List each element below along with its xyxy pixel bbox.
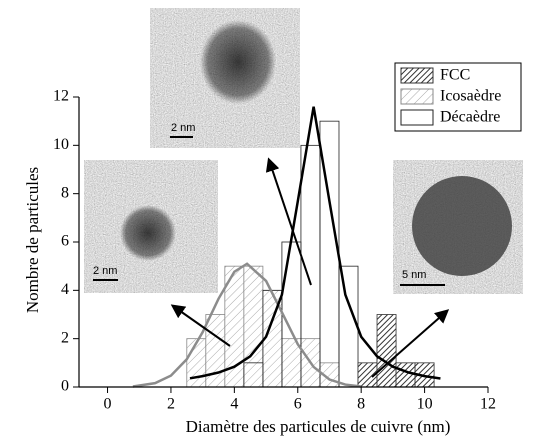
- x-tick-label: 0: [104, 396, 112, 413]
- x-tick-label: 2: [167, 396, 175, 413]
- bar: [338, 265, 359, 388]
- inset-left: 2 nm: [84, 160, 218, 293]
- arrow: [170, 304, 231, 347]
- inset-top: 2 nm: [150, 8, 300, 148]
- particle: [200, 20, 276, 104]
- legend-swatch: [400, 67, 434, 84]
- particle: [120, 205, 176, 261]
- y-tick-label: 6: [61, 233, 69, 250]
- legend: FCC Icosaèdre Décaèdre: [394, 62, 522, 132]
- x-tick-label: 4: [230, 396, 238, 413]
- arrow: [265, 157, 312, 286]
- legend-swatch: [400, 109, 434, 126]
- y-axis-label: Nombre de particules: [23, 167, 42, 313]
- x-tick-label: 10: [417, 396, 433, 413]
- particle: [412, 176, 512, 276]
- bar: [395, 362, 416, 388]
- x-axis-label: Diamètre des particules de cuivre (nm): [186, 417, 451, 436]
- y-tick-label: 12: [53, 88, 69, 105]
- arrow: [371, 309, 450, 378]
- y-tick-label: 8: [61, 184, 69, 201]
- plot-area: 0 2 4 6 8 10 12 0 2 4 6 8 10 12: [53, 88, 496, 413]
- x-tick-label: 12: [480, 396, 496, 413]
- bar: [205, 314, 226, 388]
- bar: [243, 265, 264, 388]
- x-tick-label: 8: [357, 396, 365, 413]
- bar: [186, 338, 207, 388]
- y-tick-label: 10: [53, 136, 69, 153]
- x-tick-label: 6: [294, 396, 302, 413]
- bar: [376, 314, 397, 388]
- scale-label: 5 nm: [402, 269, 426, 281]
- legend-swatch: [400, 88, 434, 105]
- y-tick-label: 0: [61, 378, 69, 395]
- arrows: [170, 157, 450, 378]
- inset-right: 5 nm: [393, 160, 523, 294]
- y-tick-label: 2: [61, 329, 69, 346]
- y-tick-label: 4: [61, 281, 69, 298]
- legend-label: Décaèdre: [440, 109, 500, 126]
- legend-label: Icosaèdre: [440, 88, 501, 105]
- scale-label: 2 nm: [93, 265, 117, 277]
- fit-curve: [132, 262, 362, 388]
- scale-label: 2 nm: [171, 122, 195, 134]
- fit-curve: [189, 106, 441, 380]
- legend-label: FCC: [440, 67, 470, 84]
